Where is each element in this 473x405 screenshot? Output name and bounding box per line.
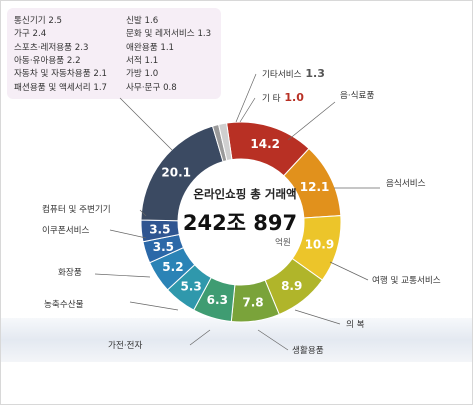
slice-value-label: 20.1 bbox=[161, 166, 191, 180]
center-title: 온라인쇼핑 총 거래액 bbox=[193, 187, 296, 201]
slice-value-label: 3.5 bbox=[149, 222, 170, 236]
grouped-legend-item: 가방 1.0 bbox=[126, 69, 159, 80]
slice-value-label: 14.2 bbox=[250, 137, 280, 151]
slice-category-label: 기타서비스 1.3 bbox=[262, 67, 325, 80]
center-total-unit: 억원 bbox=[275, 236, 291, 248]
slice-category-label: 생활용품 bbox=[292, 344, 324, 356]
leader-line bbox=[287, 101, 336, 141]
slice-value-label: 10.9 bbox=[305, 237, 335, 251]
leader-line bbox=[129, 301, 179, 311]
slice-category-label: 기 타 1.0 bbox=[262, 91, 304, 104]
grouped-leader-line bbox=[119, 97, 173, 151]
slice-category-label: 의 복 bbox=[346, 319, 365, 330]
slice-value-label: 12.1 bbox=[300, 180, 330, 194]
leader-line bbox=[239, 97, 256, 123]
slice-category-label: 음·식료품 bbox=[340, 90, 374, 101]
grouped-legend-item: 아동·유아용품 2.2 bbox=[14, 55, 81, 66]
floor-band bbox=[1, 318, 472, 362]
grouped-legend-item: 신발 1.6 bbox=[126, 16, 159, 26]
slice-category-label: 가전·전자 bbox=[108, 340, 142, 351]
leader-line bbox=[139, 209, 147, 217]
slice-value-label: 3.5 bbox=[153, 240, 174, 254]
leader-line bbox=[329, 261, 369, 281]
grouped-legend-box: 통신기기 2.5 가구 2.4 스포츠·레저용품 2.3 아동·유아용품 2.2 자동차… bbox=[7, 8, 221, 99]
slice-category-label: 농축수산물 bbox=[44, 299, 84, 310]
grouped-legend-item: 스포츠·레저용품 2.3 bbox=[14, 42, 89, 53]
donut-slice bbox=[217, 122, 233, 162]
slice-value-label: 6.3 bbox=[207, 293, 228, 307]
leader-line bbox=[294, 309, 341, 325]
leader-line bbox=[235, 73, 257, 123]
grouped-legend-item: 애완용품 1.1 bbox=[126, 42, 175, 53]
grouped-legend-item: 서적 1.1 bbox=[126, 55, 159, 66]
slice-category-label: 화장품 bbox=[58, 267, 82, 278]
slice-value-label: 5.3 bbox=[180, 279, 201, 293]
slice-category-label: 여행 및 교통서비스 bbox=[372, 274, 441, 286]
slice-category-label: 음식서비스 bbox=[386, 178, 426, 189]
slice-category-label: 이쿠폰서비스 bbox=[42, 225, 90, 236]
leader-line bbox=[189, 329, 211, 346]
center-total-value: 242조 897 bbox=[183, 211, 297, 235]
slice-value-label: 8.9 bbox=[281, 279, 302, 293]
slice-value-label: 7.8 bbox=[242, 296, 263, 310]
grouped-legend-item: 자동차 및 자동차용품 2.1 bbox=[14, 69, 108, 80]
grouped-legend-item: 통신기기 2.5 bbox=[14, 16, 63, 26]
grouped-legend-item: 가구 2.4 bbox=[14, 29, 47, 40]
leader-line bbox=[94, 273, 151, 278]
slice-category-label: 컴퓨터 및 주변기기 bbox=[42, 203, 111, 215]
grouped-legend-item: 패션용품 및 액세서리 1.7 bbox=[14, 82, 108, 93]
grouped-legend-item: 사무·문구 0.8 bbox=[126, 82, 177, 93]
leader-line bbox=[109, 229, 147, 239]
leader-line bbox=[257, 329, 289, 351]
grouped-legend-item: 문화 및 레저서비스 1.3 bbox=[126, 29, 212, 40]
slice-value-label: 5.2 bbox=[162, 260, 183, 274]
